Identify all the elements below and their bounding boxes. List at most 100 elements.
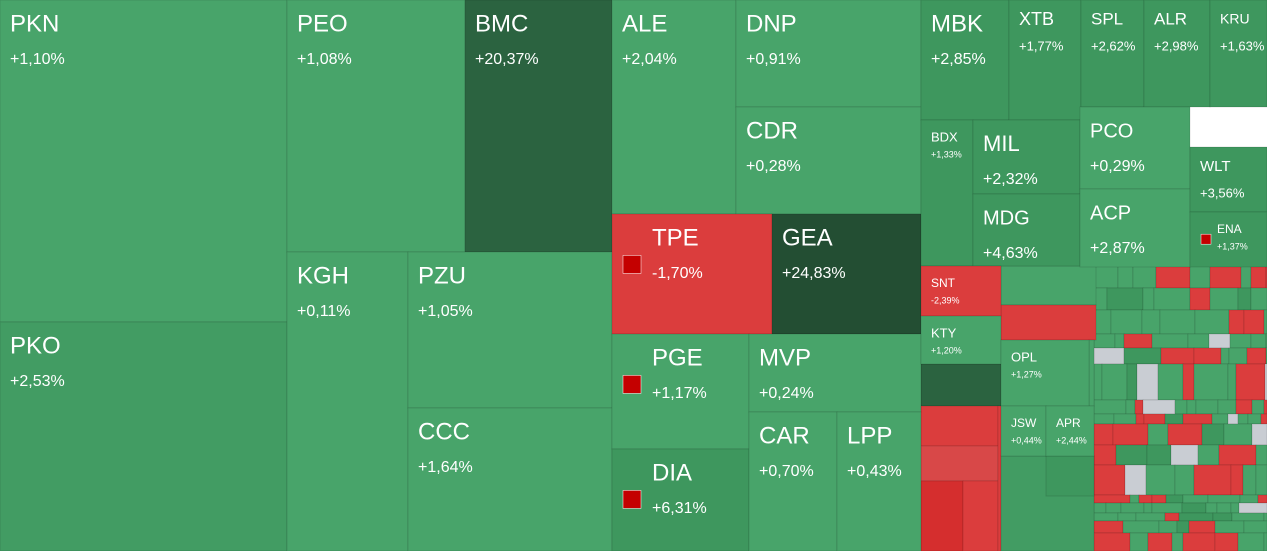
small-tile[interactable] <box>1153 287 1191 311</box>
small-tile[interactable] <box>1214 520 1245 534</box>
small-tile[interactable] <box>1093 333 1116 349</box>
small-tile[interactable] <box>1093 413 1115 425</box>
small-tile[interactable] <box>1117 512 1137 522</box>
small-tile[interactable] <box>1124 464 1147 496</box>
small-tile[interactable] <box>1182 494 1209 504</box>
small-tile[interactable] <box>1209 287 1239 311</box>
small-tile[interactable] <box>1147 423 1169 446</box>
small-tile[interactable] <box>1159 309 1196 335</box>
small-tile[interactable] <box>1143 502 1153 514</box>
small-tile[interactable] <box>1129 494 1140 504</box>
small-tile[interactable] <box>962 480 999 551</box>
small-tile[interactable] <box>1223 423 1253 446</box>
small-tile[interactable] <box>1170 444 1199 466</box>
small-tile[interactable] <box>1246 347 1267 365</box>
tile[interactable] <box>1079 188 1191 268</box>
tile[interactable] <box>611 213 773 335</box>
small-tile[interactable] <box>1227 363 1237 401</box>
small-tile[interactable] <box>1257 494 1267 504</box>
small-tile[interactable] <box>1193 347 1222 365</box>
small-tile[interactable] <box>1193 363 1229 401</box>
tile[interactable] <box>464 0 613 253</box>
small-tile[interactable] <box>1237 532 1265 551</box>
small-tile[interactable] <box>1189 265 1211 289</box>
small-tile[interactable] <box>1125 399 1136 415</box>
small-tile[interactable] <box>1230 502 1240 514</box>
small-tile[interactable] <box>1207 494 1241 504</box>
small-tile[interactable] <box>1251 399 1265 415</box>
tile[interactable] <box>286 0 466 253</box>
small-tile[interactable] <box>1147 532 1173 551</box>
small-tile[interactable] <box>1093 532 1131 551</box>
small-tile[interactable] <box>1218 444 1257 466</box>
small-tile[interactable] <box>1158 520 1178 534</box>
small-tile[interactable] <box>1171 532 1184 551</box>
small-tile[interactable] <box>1201 423 1225 446</box>
small-tile[interactable] <box>1000 265 1097 306</box>
small-tile[interactable] <box>1251 423 1267 446</box>
tile[interactable] <box>1080 0 1145 108</box>
small-tile[interactable] <box>1000 304 1097 341</box>
small-tile[interactable] <box>1211 413 1229 425</box>
small-tile[interactable] <box>1263 532 1267 551</box>
small-tile[interactable] <box>1151 333 1189 349</box>
small-tile[interactable] <box>1114 333 1125 349</box>
small-tile[interactable] <box>1176 520 1190 534</box>
small-tile[interactable] <box>1112 423 1149 446</box>
tile[interactable] <box>920 119 974 267</box>
small-tile[interactable] <box>1123 347 1162 365</box>
small-tile[interactable] <box>1242 464 1257 496</box>
small-tile[interactable] <box>1239 494 1259 504</box>
small-tile[interactable] <box>1182 413 1213 425</box>
small-tile[interactable] <box>1110 309 1143 335</box>
small-tile[interactable] <box>1093 520 1124 534</box>
small-tile[interactable] <box>1174 399 1188 415</box>
small-tile[interactable] <box>1142 287 1155 311</box>
small-tile[interactable] <box>1132 265 1157 289</box>
small-tile[interactable] <box>1155 265 1191 289</box>
tile[interactable] <box>611 0 737 215</box>
tile[interactable] <box>1189 146 1267 213</box>
small-tile[interactable] <box>1260 413 1267 425</box>
small-tile[interactable] <box>1093 464 1126 496</box>
small-tile[interactable] <box>1093 399 1127 415</box>
small-tile[interactable] <box>1205 502 1218 514</box>
small-tile[interactable] <box>1151 502 1183 514</box>
small-tile[interactable] <box>1229 333 1252 349</box>
small-tile[interactable] <box>1093 423 1114 446</box>
small-tile[interactable] <box>1120 502 1145 514</box>
small-tile[interactable] <box>1145 464 1176 496</box>
small-tile[interactable] <box>1250 287 1267 311</box>
small-tile[interactable] <box>1250 265 1267 289</box>
small-tile[interactable] <box>1214 532 1239 551</box>
tile[interactable] <box>920 265 1002 317</box>
small-tile[interactable] <box>1238 502 1267 514</box>
small-tile[interactable] <box>1240 265 1252 289</box>
tile[interactable] <box>1143 0 1211 108</box>
small-tile[interactable] <box>1193 464 1232 496</box>
small-tile[interactable] <box>1142 399 1176 415</box>
small-tile[interactable] <box>1160 347 1195 365</box>
small-tile[interactable] <box>1122 520 1160 534</box>
tile[interactable] <box>748 333 922 413</box>
small-tile[interactable] <box>1164 413 1184 425</box>
small-tile[interactable] <box>1250 333 1267 349</box>
small-tile[interactable] <box>1093 502 1107 514</box>
small-tile[interactable] <box>1217 399 1237 415</box>
small-tile[interactable] <box>1208 333 1231 349</box>
small-tile[interactable] <box>920 445 999 482</box>
tile[interactable] <box>972 193 1081 267</box>
small-tile[interactable] <box>920 405 999 447</box>
tile[interactable] <box>1209 0 1267 108</box>
small-tile[interactable] <box>1134 399 1144 415</box>
tile[interactable] <box>286 251 409 551</box>
small-tile[interactable] <box>1115 444 1148 466</box>
tile[interactable] <box>1079 106 1191 190</box>
tile[interactable] <box>920 0 1010 121</box>
small-tile[interactable] <box>1105 502 1122 514</box>
small-tile[interactable] <box>1231 512 1265 522</box>
small-tile[interactable] <box>1093 363 1103 401</box>
tile[interactable] <box>920 315 1002 365</box>
small-tile[interactable] <box>1237 413 1249 425</box>
small-tile[interactable] <box>1135 512 1166 522</box>
